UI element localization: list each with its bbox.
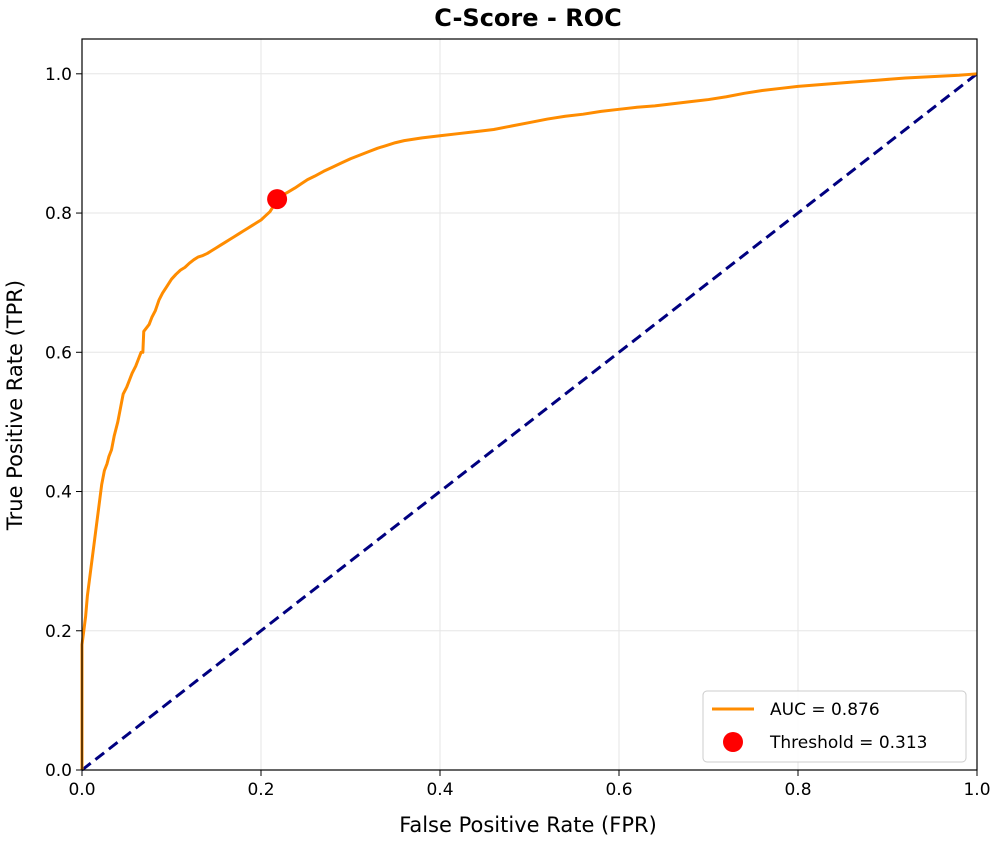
x-tick-label: 0.8 [784, 780, 811, 800]
x-tick-label: 1.0 [963, 780, 990, 800]
threshold-point [267, 189, 288, 210]
y-tick-label: 1.0 [45, 65, 72, 85]
x-tick-label: 0.6 [605, 780, 632, 800]
y-tick-label: 0.8 [45, 204, 72, 224]
x-tick-label: 0.2 [247, 780, 274, 800]
y-tick-label: 0.4 [45, 483, 72, 503]
x-tick-label: 0.4 [426, 780, 453, 800]
series-layer [80, 72, 978, 772]
legend-threshold-marker [723, 732, 743, 752]
y-tick-label: 0.6 [45, 343, 72, 363]
legend-threshold-label: Threshold = 0.313 [769, 733, 928, 753]
plot-frame [81, 38, 978, 771]
x-tick-label: 0.0 [68, 780, 95, 800]
y-tick-label: 0.0 [45, 761, 72, 781]
y-axis-title: True Positive Rate (TPR) [3, 280, 27, 531]
legend-box [702, 690, 967, 763]
roc-curve-line [80, 72, 978, 770]
y-axis-ticks: 0.0 0.2 0.4 0.6 0.8 1.0 [45, 65, 82, 781]
legend-roc-label: AUC = 0.876 [770, 700, 880, 720]
x-axis-title: False Positive Rate (FPR) [399, 813, 657, 837]
chance-diagonal-line [81, 72, 978, 772]
x-axis-ticks: 0.0 0.2 0.4 0.6 0.8 1.0 [68, 770, 991, 800]
chart-title: C-Score - ROC [434, 4, 621, 32]
grid [81, 39, 978, 771]
y-tick-label: 0.2 [45, 622, 72, 642]
legend: AUC = 0.876 Threshold = 0.313 [702, 690, 967, 763]
